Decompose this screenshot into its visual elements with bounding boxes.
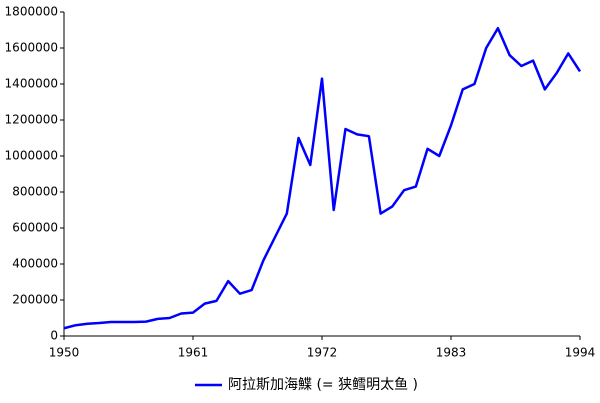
- x-tick-label: 1961: [178, 346, 209, 360]
- y-tick-label: 400000: [12, 257, 58, 271]
- y-tick-label: 1800000: [5, 5, 58, 19]
- y-tick-label: 0: [50, 329, 58, 343]
- x-tick-label: 1972: [307, 346, 338, 360]
- y-tick-label: 200000: [12, 293, 58, 307]
- y-tick-label: 800000: [12, 185, 58, 199]
- y-tick-label: 1600000: [5, 41, 58, 55]
- x-tick-label: 1994: [565, 346, 596, 360]
- y-tick-label: 1000000: [5, 149, 58, 163]
- x-tick-label: 1983: [436, 346, 467, 360]
- y-tick-label: 600000: [12, 221, 58, 235]
- y-tick-label: 1200000: [5, 113, 58, 127]
- x-tick-label: 1950: [49, 346, 80, 360]
- data-line: [63, 26, 582, 330]
- legend-label: 阿拉斯加海鰈 (= 狭鳕明太鱼 ): [228, 376, 418, 393]
- y-tick-label: 1400000: [5, 77, 58, 91]
